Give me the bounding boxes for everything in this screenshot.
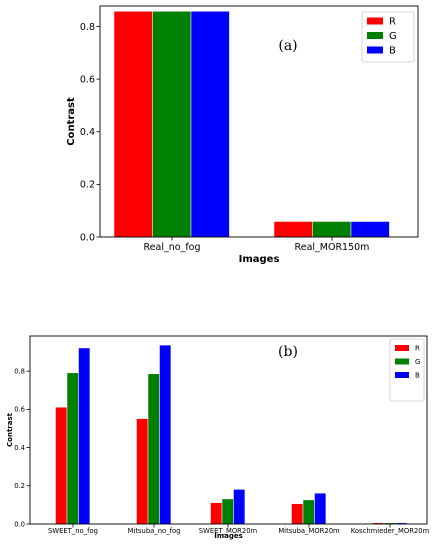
x-tick-label: Mitsuba_MOR20m — [278, 527, 340, 535]
y-tick-label: 0.2 — [14, 482, 25, 490]
legend-label-g: G — [415, 358, 420, 366]
bar-b-mitsuba_mor20m — [314, 493, 326, 524]
bar-g-mitsuba_no_fog — [148, 374, 160, 524]
bar-g-real_no_fog — [152, 11, 191, 238]
legend-box — [389, 338, 425, 402]
legend-swatch-b — [395, 372, 409, 378]
legend-swatch-g — [395, 358, 409, 365]
y-tick-label: 0.6 — [14, 406, 25, 414]
legend-swatch-g — [367, 32, 383, 39]
bar-r-real_no_fog — [114, 11, 153, 238]
legend: RGB — [389, 338, 425, 402]
y-tick-label: 0.8 — [14, 368, 25, 376]
y-tick-label: 0.6 — [80, 74, 95, 85]
bar-b-koschmieder_mor20m — [395, 523, 407, 524]
bar-r-mitsuba_mor20m — [291, 503, 303, 524]
y-tick-label: 0.0 — [80, 232, 95, 243]
bar-r-koschmieder_mor20m — [372, 523, 384, 524]
bar-g-sweet_no_fog — [67, 373, 79, 524]
y-axis-label: Contrast — [6, 412, 14, 447]
bar-r-real_mor150m — [274, 221, 313, 237]
y-tick-label: 0.4 — [14, 444, 25, 452]
bar-g-koschmieder_mor20m — [384, 523, 396, 524]
legend: RGB — [361, 11, 415, 63]
bar-b-sweet_no_fog — [78, 348, 90, 524]
y-tick-label: 0.8 — [80, 22, 95, 33]
legend-label-b: B — [389, 46, 396, 57]
y-axis-label: Contrast — [66, 97, 77, 146]
legend-label-b: B — [415, 372, 420, 380]
chart-panel-b: 0.0 0.2 0.4 0.6 0.8 SWEET_no_fog Mitsuba_no_fo… — [6, 335, 430, 540]
x-tick-label: SWEET_no_fog — [48, 527, 98, 535]
plot-frame — [99, 5, 419, 238]
x-tick-label: SWEET_MOR20m — [199, 527, 258, 535]
x-tick-label: Real_no_fog — [144, 242, 201, 253]
bar-g-mitsuba_mor20m — [303, 500, 315, 524]
bar-g-real_mor150m — [312, 221, 351, 237]
bar-b-real_no_fog — [191, 11, 230, 238]
legend-label-r: R — [415, 345, 420, 353]
legend-swatch-r — [395, 345, 409, 351]
bar-r-sweet_no_fog — [55, 407, 67, 524]
bar-b-real_mor150m — [351, 221, 390, 237]
y-tick-label: 0.2 — [80, 180, 95, 191]
legend-label-g: G — [389, 31, 397, 42]
bar-b-sweet_mor20m — [233, 489, 245, 524]
bar-b-mitsuba_no_fog — [159, 345, 171, 524]
y-tick-label: 0.0 — [14, 520, 25, 528]
bar-r-sweet_mor20m — [210, 502, 222, 524]
x-axis-label: Images — [214, 532, 243, 540]
panel-label: (a) — [278, 38, 297, 54]
bar-g-sweet_mor20m — [222, 499, 234, 524]
x-tick-label: Real_MOR150m — [295, 242, 370, 253]
bar-r-mitsuba_no_fog — [136, 418, 148, 524]
legend-swatch-r — [367, 17, 383, 25]
plot-frame — [29, 335, 428, 525]
legend-label-r: R — [389, 17, 396, 28]
chart-panel-a: 0.0 0.2 0.4 0.6 0.8 Real_no_fog Real_MOR150m Im… — [66, 5, 419, 265]
panel-label: (b) — [278, 344, 298, 360]
x-tick-label: Koschmieder_MOR20m — [351, 527, 430, 535]
legend-swatch-b — [367, 46, 383, 54]
x-tick-label: Mitsuba_no_fog — [128, 527, 181, 535]
y-tick-label: 0.4 — [80, 127, 95, 138]
x-axis-label: Images — [239, 254, 280, 265]
